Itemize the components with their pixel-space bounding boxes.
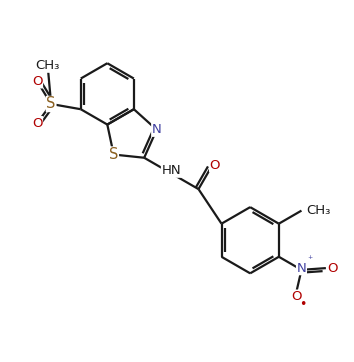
Text: O: O	[327, 262, 337, 275]
Text: N: N	[152, 123, 161, 136]
Text: S: S	[109, 147, 118, 162]
Text: O: O	[32, 117, 42, 130]
Text: O: O	[210, 159, 220, 172]
Text: S: S	[46, 97, 56, 111]
Text: HN: HN	[161, 164, 181, 177]
Text: CH₃: CH₃	[307, 204, 331, 217]
Text: O: O	[291, 290, 302, 303]
Text: O: O	[32, 75, 42, 88]
Text: N: N	[297, 262, 306, 275]
Text: CH₃: CH₃	[35, 59, 60, 72]
Text: •: •	[299, 298, 306, 311]
Text: ⁺: ⁺	[307, 255, 312, 265]
